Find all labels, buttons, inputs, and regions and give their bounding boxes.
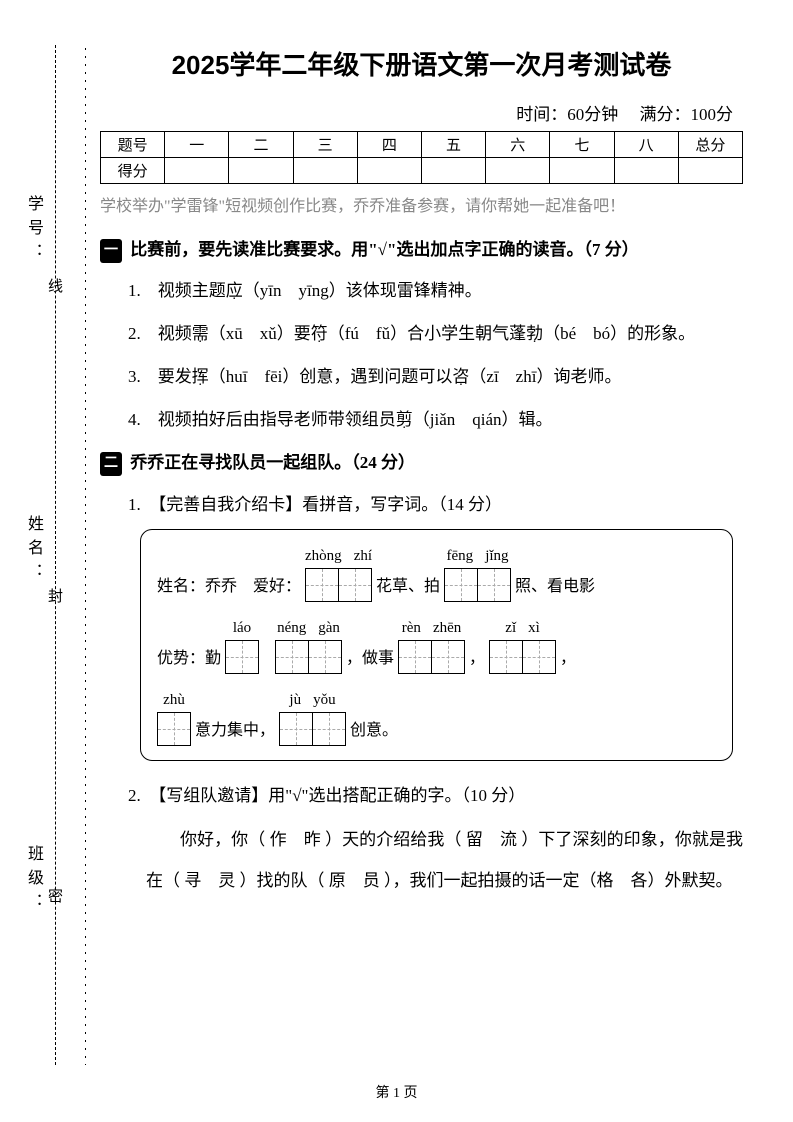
page-footer: 第 1 页 [0,1082,793,1102]
pinyin: rèn [402,620,421,638]
score-blank-cell [486,158,550,184]
score-blank-cell [293,158,357,184]
dot-line [85,45,86,1065]
pinyin-box: zhù [157,692,191,746]
score-header-cell: 四 [357,132,421,158]
score-blank-cell: 得分 [101,158,165,184]
section2-head: 二 乔乔正在寻找队员一起组队。（24 分） [100,449,743,476]
badge-2: 二 [100,452,122,476]
score-blank-cell [678,158,742,184]
meta-line: 时间：60分钟 满分：100分 [100,100,743,125]
pinyin-box: láo [225,620,259,674]
score-header-cell: 六 [486,132,550,158]
score-blank-cell [421,158,485,184]
pinyin-box: zhòng zhí [305,548,372,602]
pinyin: gàn [318,620,340,638]
score-blank-cell [229,158,293,184]
pinyin: zhí [354,548,372,566]
score-table: 题号一二三四五六七八总分 得分 [100,131,743,184]
score-header-cell: 五 [421,132,485,158]
pinyin-box: nénggàn [275,620,342,674]
page-title: 2025学年二年级下册语文第一次月考测试卷 [100,45,743,82]
pinyin: néng [277,620,306,638]
pinyin: zhēn [433,620,461,638]
card-text: ，做事 [346,644,394,674]
score-blank-cell [357,158,421,184]
score-label: 满分：100分 [640,105,734,124]
score-blank-cell [550,158,614,184]
vlabel-id: 学号： [15,195,45,267]
card-row-2: 优势：勤 láo nénggàn ，做事 rènzhēn ， zǐxì ， [157,620,716,674]
pinyin: xì [528,620,540,638]
card-text: 花草、拍 [376,572,440,602]
score-header-cell: 八 [614,132,678,158]
section1-title: 比赛前，要先读准比赛要求。用"√"选出加点字正确的读音。（7 分） [130,240,638,259]
question-line: 3. 要发挥（huī fēi）创意，遇到问题可以咨（zī zhī）询老师。 [128,363,743,392]
card-text: 意力集中， [195,716,275,746]
card-text: ， [560,644,576,674]
vlabel-class: 班级： [15,845,45,917]
pinyin-box: rènzhēn [398,620,465,674]
card-text: 姓名：乔乔 爱好： [157,572,301,602]
score-header-cell: 二 [229,132,293,158]
question-line: 1. 视频主题应（yīn yīng）该体现雷锋精神。 [128,277,743,306]
q2-paragraph: 你好，你（ 作 昨 ）天的介绍给我（ 留 流 ）下了深刻的印象，你就是我在（ 寻… [146,820,743,902]
score-header-cell: 题号 [101,132,165,158]
pinyin: jù [289,692,301,710]
score-blank-cell [614,158,678,184]
score-header-cell: 七 [550,132,614,158]
pinyin: yǒu [313,692,336,710]
vchar-feng: 封 [48,585,63,606]
card-row-3: zhù 意力集中， jùyǒu 创意。 [157,692,716,746]
q2-2: 2. 【写组队邀请】用"√"选出搭配正确的字。（10 分） [128,781,743,806]
score-header-cell: 三 [293,132,357,158]
score-header-cell: 一 [165,132,229,158]
pinyin: jǐng [485,548,508,566]
pinyin: láo [233,620,251,638]
pinyin: fēng [447,548,474,566]
card-row-1: 姓名：乔乔 爱好： zhòng zhí 花草、拍 fēng jǐng 照、看电影 [157,548,716,602]
pinyin: zǐ [505,620,516,638]
card-text: 创意。 [350,716,398,746]
section1-head: 一 比赛前，要先读准比赛要求。用"√"选出加点字正确的读音。（7 分） [100,236,743,263]
question-line: 4. 视频拍好后由指导老师带领组员剪（jiǎn qián）辑。 [128,406,743,435]
pinyin: zhù [163,692,185,710]
intro-text: 学校举办"学雷锋"短视频创作比赛，乔乔准备参赛，请你帮她一起准备吧！ [100,194,743,220]
card-text: 优势：勤 [157,644,221,674]
vlabel-name: 姓名： [15,515,45,587]
vchar-xian: 线 [48,275,63,296]
binding-margin: 学号： 线 姓名： 封 班级： 密 [0,45,90,1065]
pinyin-box: zǐxì [489,620,556,674]
card-text: 照、看电影 [515,572,595,602]
q2-1: 1. 【完善自我介绍卡】看拼音，写字词。（14 分） [128,490,743,515]
intro-card: 姓名：乔乔 爱好： zhòng zhí 花草、拍 fēng jǐng 照、看电影 优… [140,529,733,761]
vchar-mi: 密 [48,885,63,906]
section2-title: 乔乔正在寻找队员一起组队。（24 分） [130,453,415,472]
card-text: ， [469,644,485,674]
score-header-cell: 总分 [678,132,742,158]
dash-line [55,45,56,1065]
badge-1: 一 [100,239,122,263]
pinyin-box: jùyǒu [279,692,346,746]
pinyin-box: fēng jǐng [444,548,511,602]
score-blank-cell [165,158,229,184]
time-label: 时间：60分钟 [516,105,618,124]
pinyin: zhòng [305,548,342,566]
question-line: 2. 视频需（xū xǔ）要符（fú fǔ）合小学生朝气蓬勃（bé bó）的形象… [128,320,743,349]
